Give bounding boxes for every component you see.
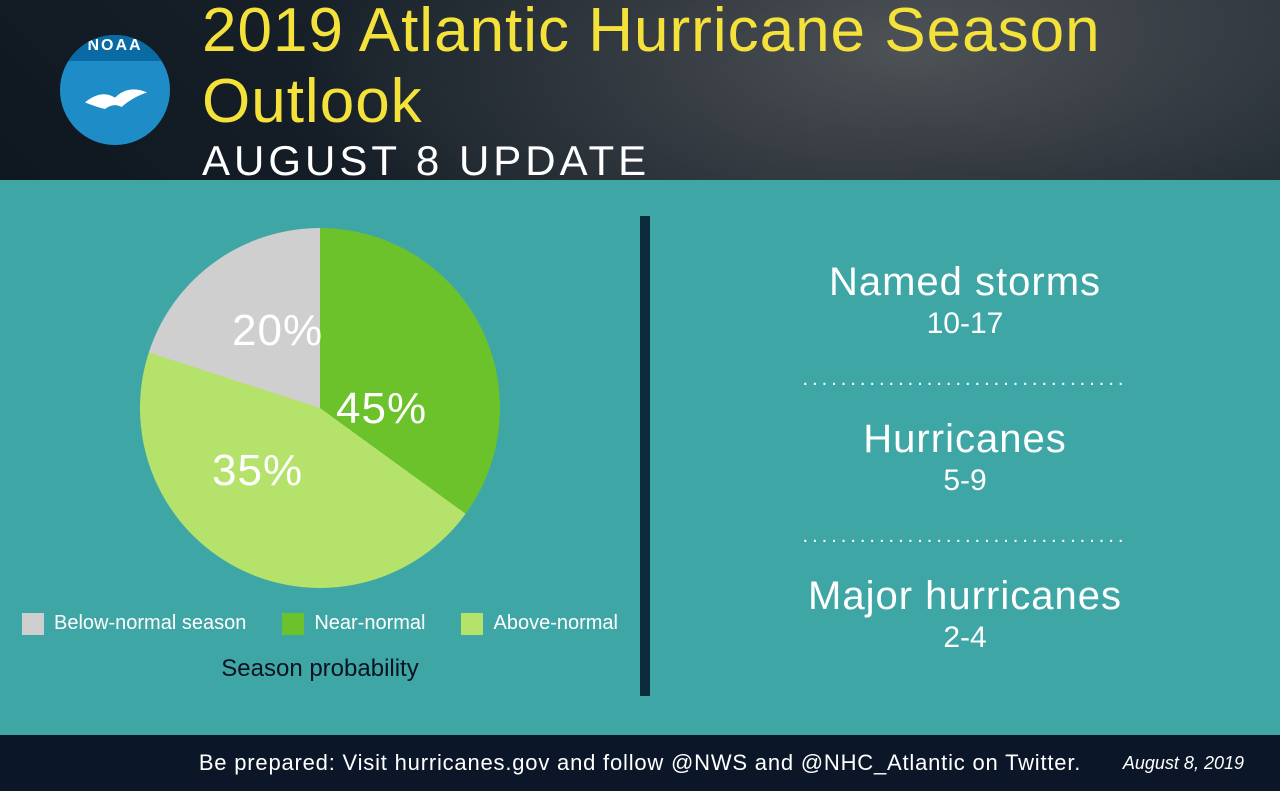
stat-named-storms: Named storms 10-17 xyxy=(829,260,1101,341)
stat-major-hurricanes: Major hurricanes 2-4 xyxy=(808,574,1122,655)
main-content: 20% 35% 45% Below-normal season Near-nor… xyxy=(0,180,1280,735)
swatch-below xyxy=(22,613,44,635)
legend-label: Above-normal xyxy=(493,612,618,635)
legend-item-above: Above-normal xyxy=(461,612,618,635)
legend-item-below: Below-normal season xyxy=(22,612,246,635)
noaa-logo-text: NOAA xyxy=(60,37,170,55)
stat-label: Hurricanes xyxy=(863,417,1066,462)
stat-value: 5-9 xyxy=(863,464,1066,498)
stat-hurricanes: Hurricanes 5-9 xyxy=(863,417,1066,498)
stats-panel: Named storms 10-17 .....................… xyxy=(650,180,1280,735)
legend-label: Below-normal season xyxy=(54,612,246,635)
pie-label-above: 45% xyxy=(336,384,427,434)
pie-legend: Below-normal season Near-normal Above-no… xyxy=(22,612,618,635)
footer-text: Be prepared: Visit hurricanes.gov and fo… xyxy=(199,750,1081,776)
dotted-divider: .................................. xyxy=(803,526,1128,546)
legend-item-near: Near-normal xyxy=(282,612,425,635)
stat-value: 10-17 xyxy=(829,307,1101,341)
pie-panel: 20% 35% 45% Below-normal season Near-nor… xyxy=(0,180,640,735)
bird-icon xyxy=(80,79,150,119)
stat-label: Named storms xyxy=(829,260,1101,305)
page-subtitle: AUGUST 8 UPDATE xyxy=(202,137,1280,185)
dotted-divider: .................................. xyxy=(803,369,1128,389)
pie-wrap: 20% 35% 45% xyxy=(140,228,500,588)
stat-label: Major hurricanes xyxy=(808,574,1122,619)
noaa-logo: NOAA xyxy=(60,35,170,145)
swatch-above xyxy=(461,613,483,635)
vertical-divider xyxy=(640,216,650,696)
pie-label-below: 20% xyxy=(232,306,323,356)
stat-value: 2-4 xyxy=(808,621,1122,655)
legend-label: Near-normal xyxy=(314,612,425,635)
footer-bar: Be prepared: Visit hurricanes.gov and fo… xyxy=(0,735,1280,791)
pie-label-near: 35% xyxy=(212,446,303,496)
header-titles: 2019 Atlantic Hurricane Season Outlook A… xyxy=(202,0,1280,185)
page-title: 2019 Atlantic Hurricane Season Outlook xyxy=(202,0,1280,137)
swatch-near xyxy=(282,613,304,635)
footer-date: August 8, 2019 xyxy=(1123,753,1244,774)
header-banner: NOAA 2019 Atlantic Hurricane Season Outl… xyxy=(0,0,1280,180)
pie-caption: Season probability xyxy=(221,655,418,683)
season-probability-pie xyxy=(140,228,500,588)
